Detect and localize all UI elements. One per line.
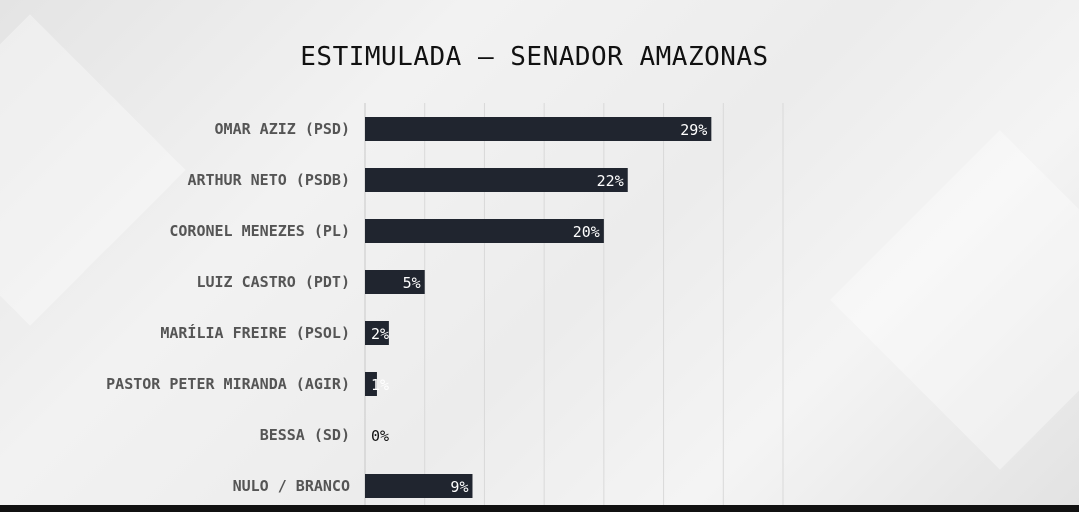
bar	[365, 474, 473, 498]
value-label: 9%	[450, 478, 468, 496]
value-label: 22%	[597, 172, 624, 190]
category-label: OMAR AZIZ (PSD)	[215, 120, 350, 138]
category-label: NULO / BRANCO	[233, 477, 350, 495]
value-label: 0%	[371, 427, 389, 445]
category-label: ARTHUR NETO (PSDB)	[187, 171, 350, 189]
bar	[365, 270, 425, 294]
category-label: MARÍLIA FREIRE (PSOL)	[160, 323, 350, 342]
value-label: 20%	[573, 223, 600, 241]
chart-title: ESTIMULADA – SENADOR AMAZONAS	[300, 42, 769, 72]
category-label: CORONEL MENEZES (PL)	[169, 222, 350, 240]
category-label: PASTOR PETER MIRANDA (AGIR)	[106, 375, 350, 393]
value-label: 5%	[403, 274, 421, 292]
bar	[365, 321, 389, 345]
bar	[365, 219, 604, 243]
value-label: 2%	[371, 325, 389, 343]
bar	[365, 372, 377, 396]
value-label: 29%	[680, 121, 707, 139]
value-label: 1%	[371, 376, 389, 394]
category-label: LUIZ CASTRO (PDT)	[196, 273, 350, 291]
footer-bar	[0, 505, 1079, 512]
bar	[365, 168, 628, 192]
bar	[365, 117, 712, 141]
category-label: BESSA (SD)	[260, 426, 350, 444]
